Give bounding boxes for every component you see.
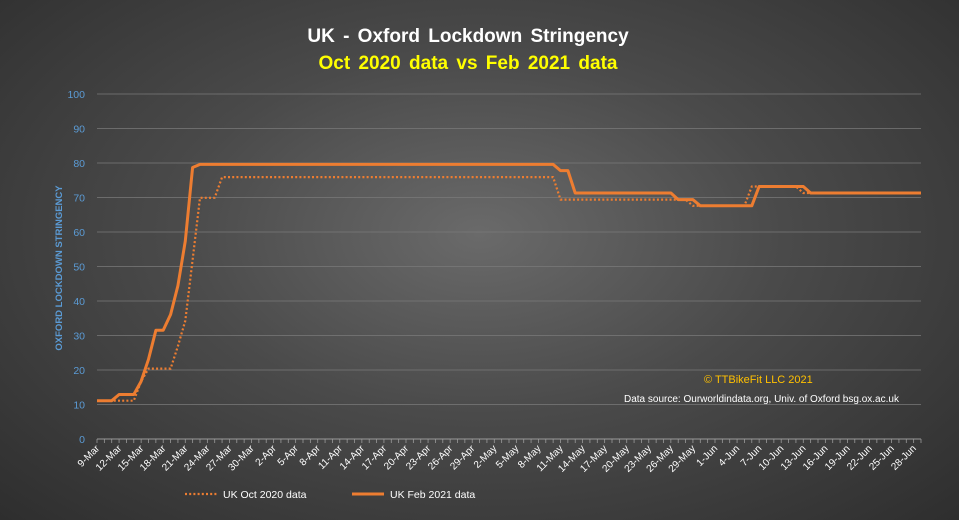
x-tick-label: 29-Apr xyxy=(448,443,477,472)
x-tick-label: 4-Jun xyxy=(717,443,742,468)
y-tick-label: 30 xyxy=(73,331,85,343)
series-line-oct-2020 xyxy=(97,176,921,402)
y-tick-label: 100 xyxy=(67,89,85,101)
x-tick-label: 2-May xyxy=(472,443,499,470)
x-tick-label: 2-Apr xyxy=(254,443,280,469)
y-tick-label: 70 xyxy=(73,193,85,205)
y-tick-label: 50 xyxy=(73,262,85,274)
gridlines xyxy=(97,93,921,405)
y-axis-ticks: 0 10 20 30 40 50 60 70 80 90 100 xyxy=(67,89,85,446)
chart-subtitle: Oct 2020 data vs Feb 2021 data xyxy=(318,53,618,74)
x-tick-label: 28-Jun xyxy=(889,443,918,472)
legend-label: UK Oct 2020 data xyxy=(223,489,307,501)
legend: UK Oct 2020 data UK Feb 2021 data xyxy=(185,489,475,501)
series-lines xyxy=(97,162,921,403)
series-line-feb-2021 xyxy=(97,162,921,403)
chart-title: UK - Oxford Lockdown Stringency xyxy=(307,26,629,47)
y-tick-label: 10 xyxy=(73,400,85,412)
copyright-note: © TTBikeFit LLC 2021 xyxy=(704,374,813,386)
x-axis-ticks: 9-Mar12-Mar15-Mar18-Mar21-Mar24-Mar27-Ma… xyxy=(76,443,919,475)
y-tick-label: 40 xyxy=(73,296,85,308)
x-tick-label: 30-Mar xyxy=(226,443,257,474)
y-tick-label: 60 xyxy=(73,227,85,239)
y-axis-label: OXFORD LOCKDOWN STRINGENCY xyxy=(54,185,65,351)
y-tick-label: 80 xyxy=(73,158,85,170)
y-tick-label: 20 xyxy=(73,365,85,377)
data-source-note: Data source: Ourworldindata.org, Univ. o… xyxy=(624,394,899,405)
x-tick-label: 5-Apr xyxy=(276,443,302,469)
y-tick-label: 90 xyxy=(73,124,85,136)
x-tick-label: 5-May xyxy=(494,443,521,470)
x-axis xyxy=(96,438,922,443)
x-tick-label: 1-Jun xyxy=(695,443,720,468)
legend-label: UK Feb 2021 data xyxy=(390,489,475,501)
y-tick-label: 0 xyxy=(79,434,85,446)
